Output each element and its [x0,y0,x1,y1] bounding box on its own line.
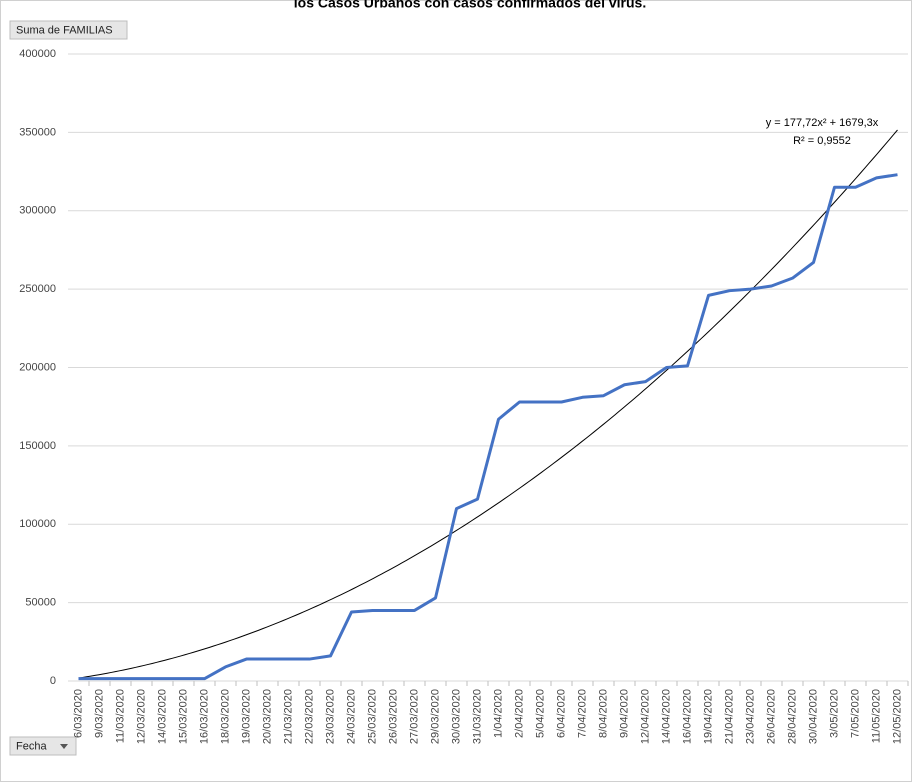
x-tick-label: 21/03/2020 [282,689,294,744]
x-tick-label: 22/03/2020 [303,689,315,744]
x-tick-label: 12/04/2020 [639,689,651,744]
value-field-button[interactable] [9,20,128,40]
x-tick-label: 20/03/2020 [261,689,273,744]
x-tick-label: 16/04/2020 [681,689,693,744]
x-tick-label: 24/03/2020 [345,689,357,744]
x-tick-label: 26/03/2020 [387,689,399,744]
x-tick-label: 11/03/2020 [114,689,126,743]
chart-title: los Casos Urbanos con casos confirmados … [294,0,646,11]
x-tick-label: 7/05/2020 [849,689,861,738]
x-tick-label: 19/04/2020 [702,689,714,744]
x-tick-label: 12/03/2020 [135,689,147,744]
x-tick-label: 12/05/2020 [891,689,903,744]
x-tick-label: 21/04/2020 [723,689,735,744]
dropdown-arrow[interactable] [60,744,68,749]
y-tick-label: 150000 [19,440,56,452]
x-tick-label: 8/04/2020 [597,689,609,738]
x-tick-label: 19/03/2020 [240,689,252,744]
y-tick-label: 200000 [19,361,56,373]
x-tick-label: 16/03/2020 [198,689,210,744]
x-tick-label: 26/04/2020 [765,689,777,744]
series-line [78,173,898,681]
value-field-label[interactable]: Suma de FAMILIAS [16,24,113,36]
x-tick-label: 2/04/2020 [513,689,525,738]
trendline [78,129,898,679]
axis-field-label[interactable]: Fecha [16,740,47,752]
x-tick-label: 7/04/2020 [576,689,588,738]
x-tick-label: 9/04/2020 [618,689,630,738]
y-tick-label: 50000 [25,597,56,609]
x-tick-label: 14/04/2020 [660,689,672,744]
y-tick-label: 350000 [19,126,56,138]
y-tick-label: 300000 [19,205,56,217]
x-tick-label: 1/04/2020 [492,689,504,738]
y-tick-label: 100000 [19,518,56,530]
x-tick-label: 25/03/2020 [366,689,378,744]
x-tick-label: 23/03/2020 [324,689,336,744]
x-tick-label: 27/03/2020 [408,689,420,744]
x-tick-label: 30/04/2020 [807,689,819,744]
x-tick-label: 5/04/2020 [534,689,546,738]
x-tick-label: 31/03/2020 [471,689,483,744]
x-tick-label: 18/03/2020 [219,689,231,744]
axis-field-button[interactable] [9,736,77,756]
trendline-r2: R² = 0,9552 [793,135,851,147]
x-tick-label: 23/04/2020 [744,689,756,744]
x-tick-label: 30/03/2020 [450,689,462,744]
x-tick-label: 15/03/2020 [177,689,189,744]
x-tick-label: 11/05/2020 [870,689,882,743]
x-tick-label: 14/03/2020 [156,689,168,744]
x-tick-label: 6/03/2020 [72,689,84,738]
x-tick-label: 28/04/2020 [786,689,798,744]
x-tick-label: 9/03/2020 [93,689,105,738]
plot-area: 0 50000 100000 150000 200000 250000 300000 3500… [19,48,909,744]
y-tick-label: 250000 [19,283,56,295]
trendline-equation: y = 177,72x² + 1679,3x [766,117,879,129]
x-tick-label: 29/03/2020 [429,689,441,744]
x-tick-label: 6/04/2020 [555,689,567,738]
x-tick-label: 3/05/2020 [828,689,840,738]
y-tick-label: 0 [50,675,56,687]
y-tick-label: 400000 [19,48,56,60]
